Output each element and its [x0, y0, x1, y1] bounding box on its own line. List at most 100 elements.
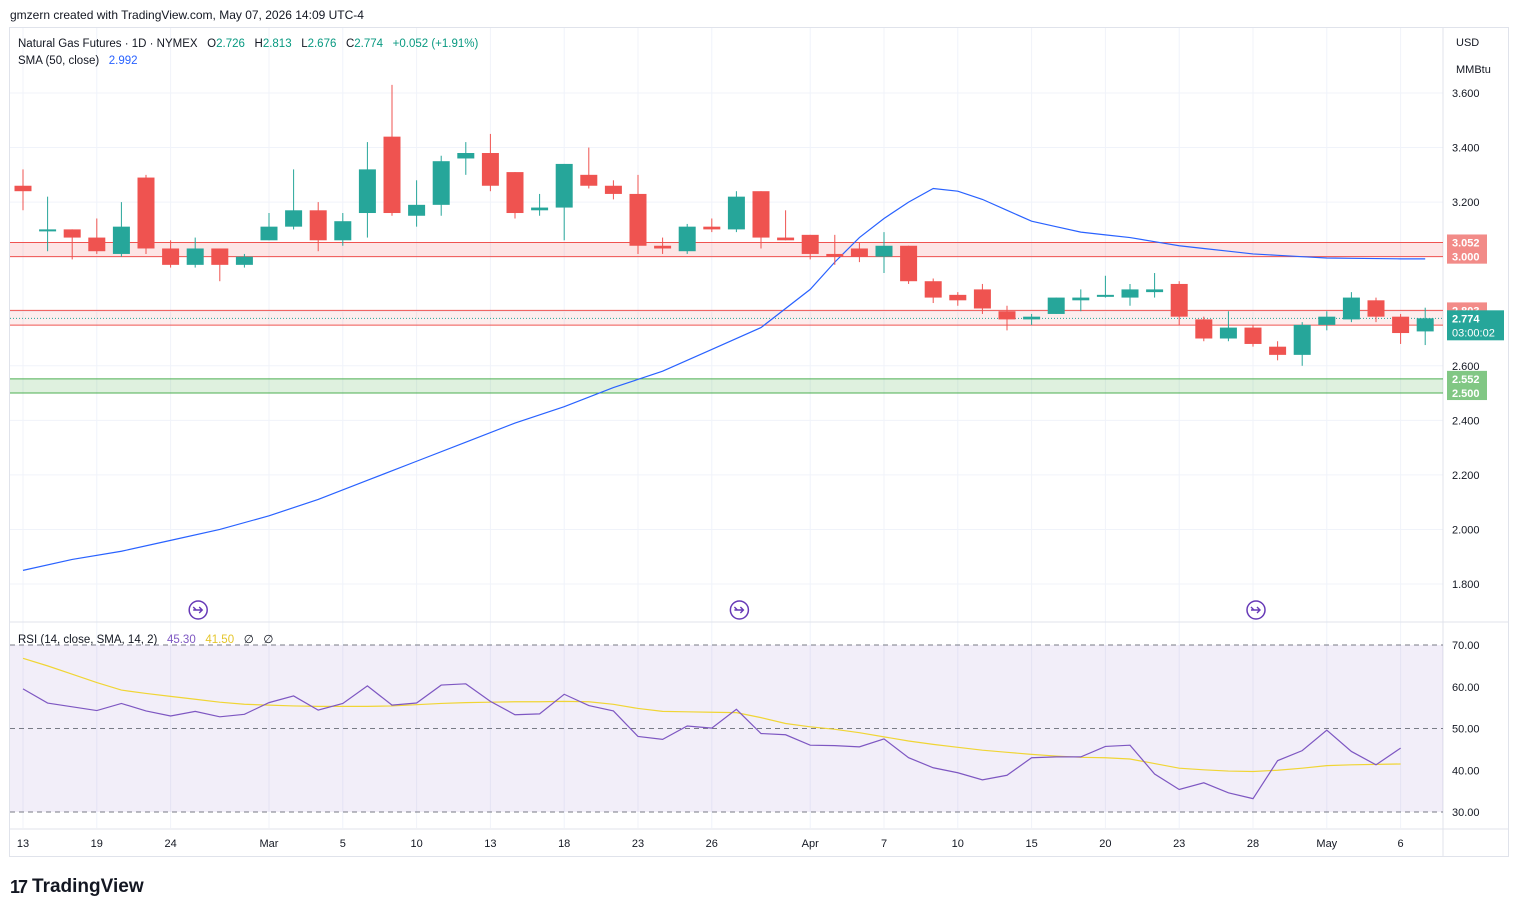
candle-up: [678, 226, 696, 252]
unit-label[interactable]: MMBtu: [1456, 64, 1491, 76]
rsi-tick-label: 60.00: [1452, 682, 1480, 694]
time-tick-label: 5: [340, 838, 346, 850]
candle-up: [875, 245, 893, 257]
low-label: L: [301, 38, 308, 50]
candle-up: [1146, 289, 1164, 293]
resistance-upper-zone: [10, 242, 1443, 257]
time-tick-label: 6: [1398, 838, 1404, 850]
candle-down: [752, 191, 770, 238]
candle-down: [580, 174, 598, 186]
candle-down: [629, 193, 647, 246]
sma-50-line: [22, 187, 1426, 571]
level-label-bg: [1447, 370, 1487, 386]
price-tick-label: 2.000: [1452, 524, 1480, 536]
candle-up: [727, 196, 745, 230]
rsi-tick-label: 30.00: [1452, 807, 1480, 819]
candle-up: [1023, 316, 1041, 320]
price-tick-label: 2.200: [1452, 470, 1480, 482]
candle-down: [162, 248, 180, 265]
candle-up: [1121, 289, 1139, 298]
price-legend: Natural Gas Futures · 1D · NYMEX O2.726 …: [18, 36, 478, 70]
last-price-tag: 2.774 03:00:02: [1447, 310, 1504, 341]
candle-down: [998, 311, 1016, 320]
event-marker-arrow: [733, 606, 745, 614]
chart-frame: [9, 27, 1509, 857]
candle-down: [924, 281, 942, 298]
time-tick-label: May: [1316, 838, 1337, 850]
candle-down: [1269, 346, 1287, 355]
sma-label[interactable]: SMA (50, close): [18, 55, 100, 67]
level-label-text: 3.000: [1452, 252, 1480, 264]
candle-up: [112, 226, 130, 254]
level-label-text: 2.500: [1452, 388, 1480, 400]
candle-down: [826, 253, 844, 257]
time-tick-label: 13: [17, 838, 29, 850]
time-tick-label: 28: [1247, 838, 1259, 850]
candle-down: [1244, 327, 1262, 344]
candle-down: [900, 245, 918, 282]
level-label-text: 2.552: [1452, 374, 1480, 386]
brand-name: TradingView: [32, 876, 144, 897]
candle-up: [432, 161, 450, 205]
candle-down: [137, 177, 155, 249]
price-tick-label: 3.400: [1452, 143, 1480, 155]
resistance-lower-zone: [10, 310, 1443, 326]
level-label-text: 3.052: [1452, 237, 1480, 249]
price-tick-label: 2.600: [1452, 361, 1480, 373]
tradingview-logo: 17: [10, 876, 28, 897]
candle-down: [1392, 316, 1410, 334]
candle-up: [39, 229, 57, 232]
candle-down: [211, 248, 229, 265]
rsi-sma-line: [22, 657, 1401, 773]
level-label: 2.500: [1447, 385, 1487, 401]
sma-line-legend: SMA (50, close) 2.992: [18, 53, 478, 70]
symbol-line: Natural Gas Futures · 1D · NYMEX O2.726 …: [18, 36, 478, 53]
price-tick-label: 2.400: [1452, 415, 1480, 427]
time-tick-label: 18: [558, 838, 570, 850]
candle-up: [1219, 327, 1237, 339]
rsi-extra-2: ∅: [263, 634, 274, 646]
candle-up: [531, 207, 549, 211]
candle-down: [88, 237, 106, 252]
event-marker-icon[interactable]: [1246, 600, 1266, 620]
low-value: 2.676: [307, 38, 337, 50]
level-label: 3.052: [1447, 234, 1487, 250]
attribution-text: gmzern created with TradingView.com, May…: [10, 8, 364, 22]
currency-label[interactable]: USD: [1456, 37, 1480, 49]
time-tick-label: 19: [91, 838, 103, 850]
candle-up: [1318, 316, 1336, 325]
candle-down: [703, 226, 721, 230]
rsi-tick-label: 40.00: [1452, 765, 1480, 777]
time-tick-label: 23: [632, 838, 644, 850]
high-value: 2.813: [262, 38, 292, 50]
rsi-label[interactable]: RSI (14, close, SMA, 14, 2): [18, 634, 158, 646]
candle-down: [973, 289, 991, 309]
rsi-extra-1: ∅: [243, 634, 254, 646]
candle-down: [777, 237, 795, 241]
time-tick-label: 7: [881, 838, 887, 850]
event-marker-arrow: [1250, 606, 1261, 614]
rsi-sma-value: 41.50: [205, 634, 235, 646]
candle-down: [1367, 300, 1385, 317]
event-marker-icon[interactable]: [188, 600, 208, 620]
time-tick-label: Apr: [802, 838, 819, 850]
time-tick-label: 24: [164, 838, 176, 850]
rsi-legend: RSI (14, close, SMA, 14, 2) 45.30 41.50 …: [18, 632, 273, 646]
high-label: H: [254, 38, 263, 50]
candle-up: [1072, 297, 1090, 301]
candle-up: [408, 204, 426, 216]
last-price-value: 2.774: [1452, 313, 1480, 325]
time-tick-label: 23: [1173, 838, 1185, 850]
candle-down: [949, 294, 967, 301]
rsi-tick-label: 50.00: [1452, 724, 1480, 736]
candle-down: [604, 185, 622, 194]
event-marker-icon[interactable]: [729, 600, 750, 620]
time-tick-label: 26: [706, 838, 718, 850]
time-tick-label: 10: [410, 838, 422, 850]
candle-up: [334, 221, 352, 241]
symbol-name[interactable]: Natural Gas Futures · 1D · NYMEX: [18, 38, 198, 50]
candle-down: [14, 185, 32, 192]
candle-up: [186, 248, 204, 265]
brand-footer[interactable]: 17 TradingView: [10, 876, 144, 898]
